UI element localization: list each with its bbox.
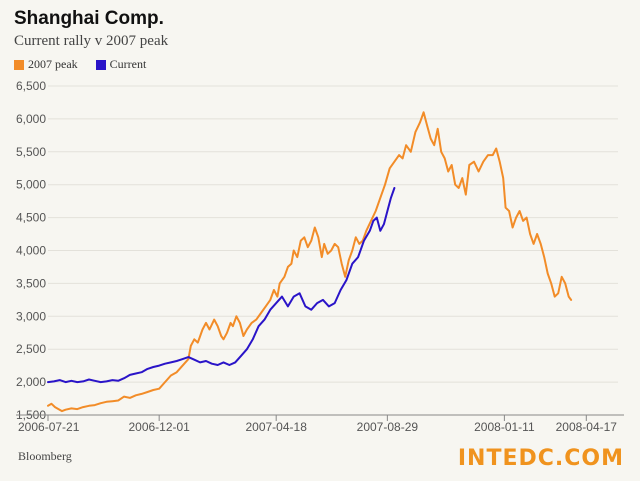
y-tick-label: 3,500 <box>16 276 46 290</box>
y-tick-label: 5,000 <box>16 178 46 192</box>
y-tick-label: 6,000 <box>16 112 46 126</box>
x-tick-label: 2006-12-01 <box>128 420 190 434</box>
legend-swatch-current <box>95 59 106 70</box>
y-tick-label: 2,000 <box>16 375 46 389</box>
chart-subtitle: Current rally v 2007 peak <box>14 33 169 49</box>
y-tick-label: 4,000 <box>16 244 46 258</box>
x-tick-label: 2008-04-17 <box>556 420 618 434</box>
series-line-current <box>47 187 396 384</box>
series-line-2007-peak <box>47 111 573 413</box>
y-tick-label: 3,000 <box>16 309 46 323</box>
y-tick-label: 6,500 <box>16 79 46 93</box>
y-tick-label: 5,500 <box>16 145 46 159</box>
legend-label-2007-peak: 2007 peak <box>28 57 78 71</box>
legend: 2007 peak Current <box>14 57 164 72</box>
y-tick-label: 4,500 <box>16 211 46 225</box>
legend-item-2007-peak: 2007 peak <box>14 57 78 72</box>
legend-label-current: Current <box>109 57 147 71</box>
chart-title: Shanghai Comp. <box>14 8 164 29</box>
legend-swatch-2007-peak <box>14 59 24 70</box>
x-tick-label: 2008-01-11 <box>474 420 535 434</box>
y-tick-label: 2,500 <box>16 342 46 356</box>
legend-item-current: Current <box>95 57 147 72</box>
x-tick-label: 2006-07-21 <box>18 420 80 434</box>
x-tick-label: 2007-08-29 <box>357 420 419 434</box>
source-label: Bloomberg <box>18 449 72 463</box>
x-tick-label: 2007-04-18 <box>245 420 307 434</box>
watermark-logo: INTEDC.COM <box>457 446 624 471</box>
